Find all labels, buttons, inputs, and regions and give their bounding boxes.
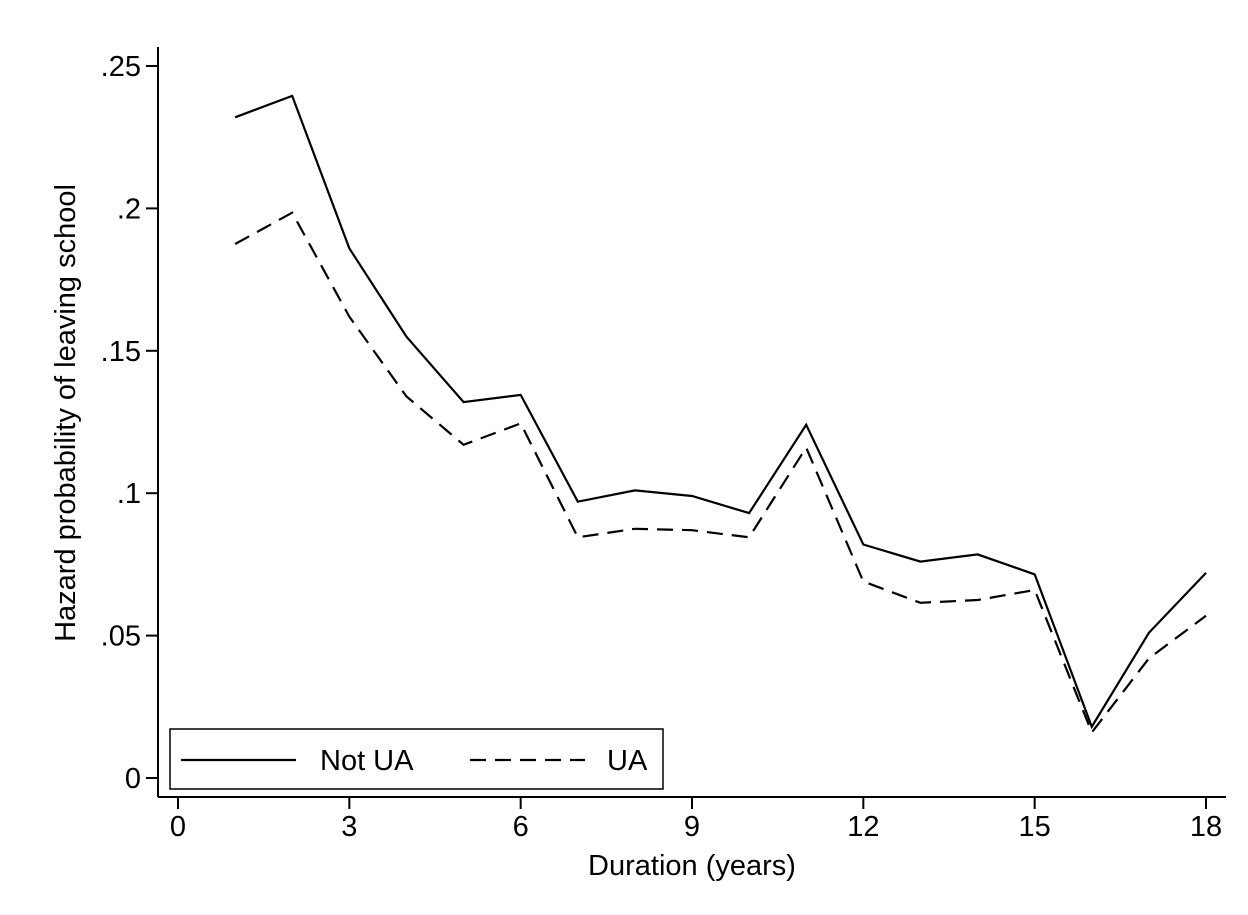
axes: 0 .05 .1 .15 .2 .25 0 3 6 9 12 15 18 xyxy=(101,47,1226,843)
y-tick-label: .1 xyxy=(117,478,141,510)
y-tick-label: 0 xyxy=(125,763,141,795)
x-tick-label: 15 xyxy=(1019,811,1051,843)
series-line-not-ua xyxy=(234,94,1207,730)
y-tick-label: .25 xyxy=(101,51,141,83)
x-axis-label: Duration (years) xyxy=(588,850,796,882)
x-tick-label: 3 xyxy=(341,811,357,843)
series-line-ua xyxy=(234,211,1207,735)
legend-label: UA xyxy=(607,745,648,777)
y-tick-label: .2 xyxy=(117,193,141,225)
legend-label: Not UA xyxy=(320,745,414,777)
legend: Not UA UA xyxy=(169,728,664,790)
x-tick-label: 9 xyxy=(684,811,700,843)
y-tick-label: .05 xyxy=(101,621,141,653)
y-axis-label: Hazard probability of leaving school xyxy=(50,184,82,642)
x-tick-label: 0 xyxy=(170,811,186,843)
x-tick-label: 6 xyxy=(513,811,529,843)
series-layer xyxy=(234,94,1207,735)
x-tick-label: 18 xyxy=(1190,811,1222,843)
x-tick-label: 12 xyxy=(847,811,879,843)
y-tick-label: .15 xyxy=(101,336,141,368)
